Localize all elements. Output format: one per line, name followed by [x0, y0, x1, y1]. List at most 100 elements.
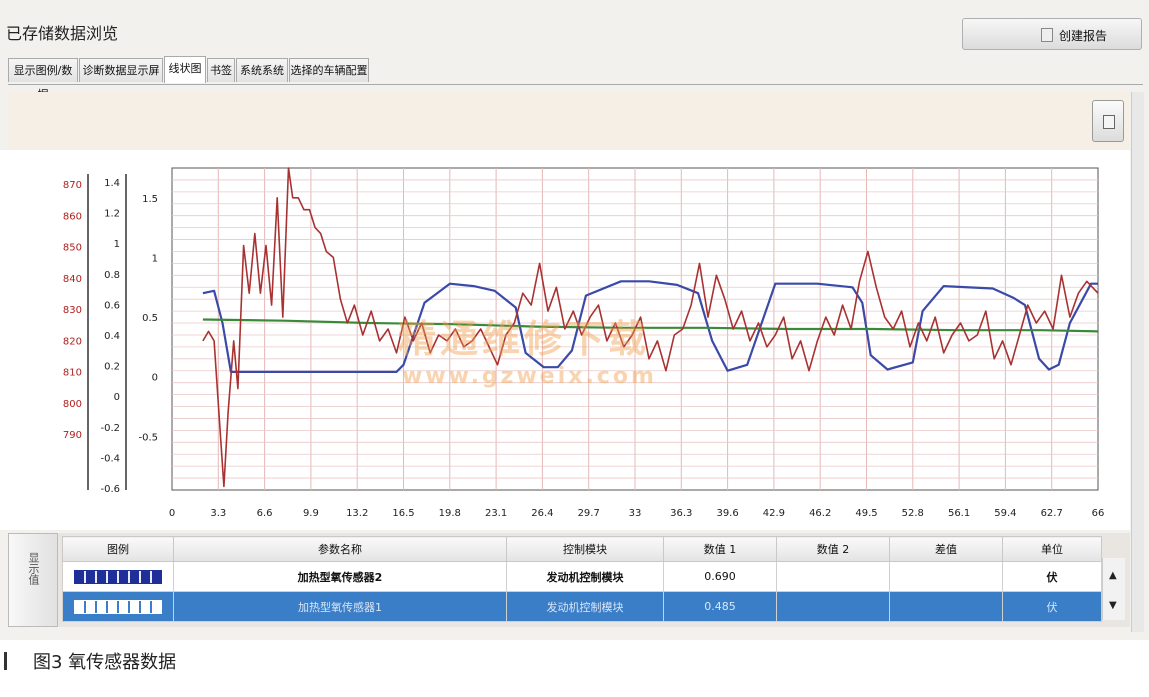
- x-tick-label: 52.8: [902, 508, 924, 519]
- x-tick-label: 29.7: [578, 508, 600, 519]
- col-value1[interactable]: 数值 1: [663, 536, 777, 562]
- col-module[interactable]: 控制模块: [506, 536, 664, 562]
- table-row[interactable]: 加热型氧传感器1 发动机控制模块 0.485 伏: [62, 591, 1102, 622]
- show-values-label: 显示值: [27, 552, 40, 585]
- secondary-axis-tick-label: -0.4: [100, 453, 120, 464]
- scroll-down-icon[interactable]: ▼: [1109, 600, 1117, 611]
- caption-bar: [4, 652, 7, 670]
- legend-swatch-blue: [74, 569, 162, 584]
- secondary-axis-tick-label: 0.6: [104, 300, 120, 311]
- value2: [776, 591, 890, 622]
- red-axis-tick-label: 810: [63, 368, 82, 379]
- value1: 0.485: [663, 591, 777, 622]
- x-tick-label: 16.5: [392, 508, 414, 519]
- vertical-scrollbar[interactable]: [1131, 92, 1144, 632]
- x-tick-label: 36.3: [670, 508, 692, 519]
- red-axis-tick-label: 820: [63, 336, 82, 347]
- secondary-axis-tick-label: -0.6: [100, 484, 120, 495]
- x-tick-label: 0: [169, 508, 175, 519]
- legend-swatch-cell: [62, 591, 174, 622]
- value2: [776, 561, 890, 592]
- chart-tool-button[interactable]: [1092, 100, 1124, 142]
- secondary-axis-tick-label: 1.4: [104, 178, 120, 189]
- secondary-axis-tick-label: 1.2: [104, 209, 120, 220]
- legend-swatch-cell: [62, 561, 174, 592]
- x-tick-label: 6.6: [257, 508, 273, 519]
- col-diff[interactable]: 差值: [889, 536, 1003, 562]
- create-report-button[interactable]: 创建报告: [962, 18, 1142, 50]
- unit: 伏: [1002, 591, 1102, 622]
- table-row[interactable]: 加热型氧传感器2 发动机控制模块 0.690 伏: [62, 561, 1102, 592]
- y-tick-label: 1.5: [142, 194, 158, 205]
- x-tick-label: 26.4: [531, 508, 553, 519]
- diff: [889, 561, 1003, 592]
- x-tick-label: 23.1: [485, 508, 507, 519]
- series-blue-line: [202, 280, 1098, 373]
- red-axis-tick-label: 790: [63, 430, 82, 441]
- col-legend[interactable]: 图例: [62, 536, 174, 562]
- y-tick-label: -0.5: [138, 432, 158, 443]
- series-green-line: [202, 318, 1099, 333]
- col-unit[interactable]: 单位: [1002, 536, 1102, 562]
- chart-svg: 0 3.3 6.6 9.9 13.2 16.5 19.8 23.1 26.4 29.7 33 36.3…: [63, 167, 1105, 519]
- show-values-button[interactable]: 显示值: [8, 533, 58, 627]
- y-tick-label: 0.5: [142, 313, 158, 324]
- unit: 伏: [1002, 561, 1102, 592]
- red-axis-tick-label: 840: [63, 274, 82, 285]
- scroll-up-icon[interactable]: ▲: [1109, 570, 1117, 581]
- tab-legend-data[interactable]: 显示图例/数据: [8, 58, 78, 101]
- clipboard-icon: [1103, 115, 1115, 129]
- red-axis-tick-label: 800: [63, 399, 82, 410]
- legend-table: 图例 参数名称 控制模块 数值 1 数值 2 差值 单位 加热型氧传感器2 发动…: [62, 536, 1102, 622]
- red-axis-tick-label: 850: [63, 243, 82, 254]
- x-tick-label: 19.8: [439, 508, 461, 519]
- tab-vehicle-config[interactable]: 选择的车辆配置: [289, 58, 369, 82]
- tab-divider: [8, 84, 1143, 85]
- col-parameter[interactable]: 参数名称: [173, 536, 507, 562]
- line-chart: 0 3.3 6.6 9.9 13.2 16.5 19.8 23.1 26.4 29.7 33 36.3…: [0, 150, 1130, 530]
- module-name: 发动机控制模块: [506, 561, 664, 592]
- x-tick-label: 62.7: [1041, 508, 1063, 519]
- col-value2[interactable]: 数值 2: [776, 536, 890, 562]
- chart-toolbar: [8, 92, 1130, 150]
- secondary-axis-tick-label: 0.2: [104, 362, 120, 373]
- secondary-axis-tick-label: 0.4: [104, 331, 120, 342]
- x-tick-label: 13.2: [346, 508, 368, 519]
- x-tick-label: 49.5: [855, 508, 877, 519]
- figure-caption: 图3 氧传感器数据: [4, 648, 176, 674]
- parameter-name: 加热型氧传感器2: [173, 561, 507, 592]
- x-tick-label: 66: [1092, 508, 1105, 519]
- legend-swatch-white: [74, 599, 162, 614]
- create-report-label: 创建报告: [1059, 29, 1108, 43]
- legend-header-row: 图例 参数名称 控制模块 数值 1 数值 2 差值 单位: [62, 536, 1102, 562]
- tab-bookmarks[interactable]: 书签: [207, 58, 235, 82]
- y-tick-label: 0: [152, 373, 158, 384]
- tab-system[interactable]: 系统系统: [236, 58, 288, 82]
- caption-text: 图3 氧传感器数据: [33, 652, 177, 673]
- window-title: 已存储数据浏览: [6, 24, 119, 43]
- report-icon: [1041, 28, 1053, 42]
- diff: [889, 591, 1003, 622]
- parameter-name: 加热型氧传感器1: [173, 591, 507, 622]
- secondary-axis-tick-label: -0.2: [100, 423, 120, 434]
- secondary-axis-tick-label: 1: [114, 239, 120, 250]
- watermark-text: 精通维修下载: [398, 316, 651, 361]
- secondary-axis-tick-label: 0.8: [104, 270, 120, 281]
- secondary-axis-tick-label: 0: [114, 392, 120, 403]
- red-axis-tick-label: 830: [63, 305, 82, 316]
- red-axis-tick-label: 870: [63, 180, 82, 191]
- x-tick-label: 56.1: [948, 508, 970, 519]
- x-tick-label: 46.2: [809, 508, 831, 519]
- table-scrollbar[interactable]: ▲ ▼: [1102, 558, 1125, 620]
- module-name: 发动机控制模块: [506, 591, 664, 622]
- value1: 0.690: [663, 561, 777, 592]
- x-tick-label: 3.3: [210, 508, 226, 519]
- x-tick-label: 9.9: [303, 508, 319, 519]
- x-tick-label: 42.9: [763, 508, 785, 519]
- tab-diagnostic-display[interactable]: 诊断数据显示屏: [79, 58, 163, 82]
- tab-line-chart[interactable]: 线状图: [164, 56, 206, 83]
- x-tick-label: 33: [629, 508, 642, 519]
- series-red-line: [202, 167, 1099, 488]
- watermark-url: www.gzweix.com: [402, 364, 657, 389]
- red-axis-tick-label: 860: [63, 211, 82, 222]
